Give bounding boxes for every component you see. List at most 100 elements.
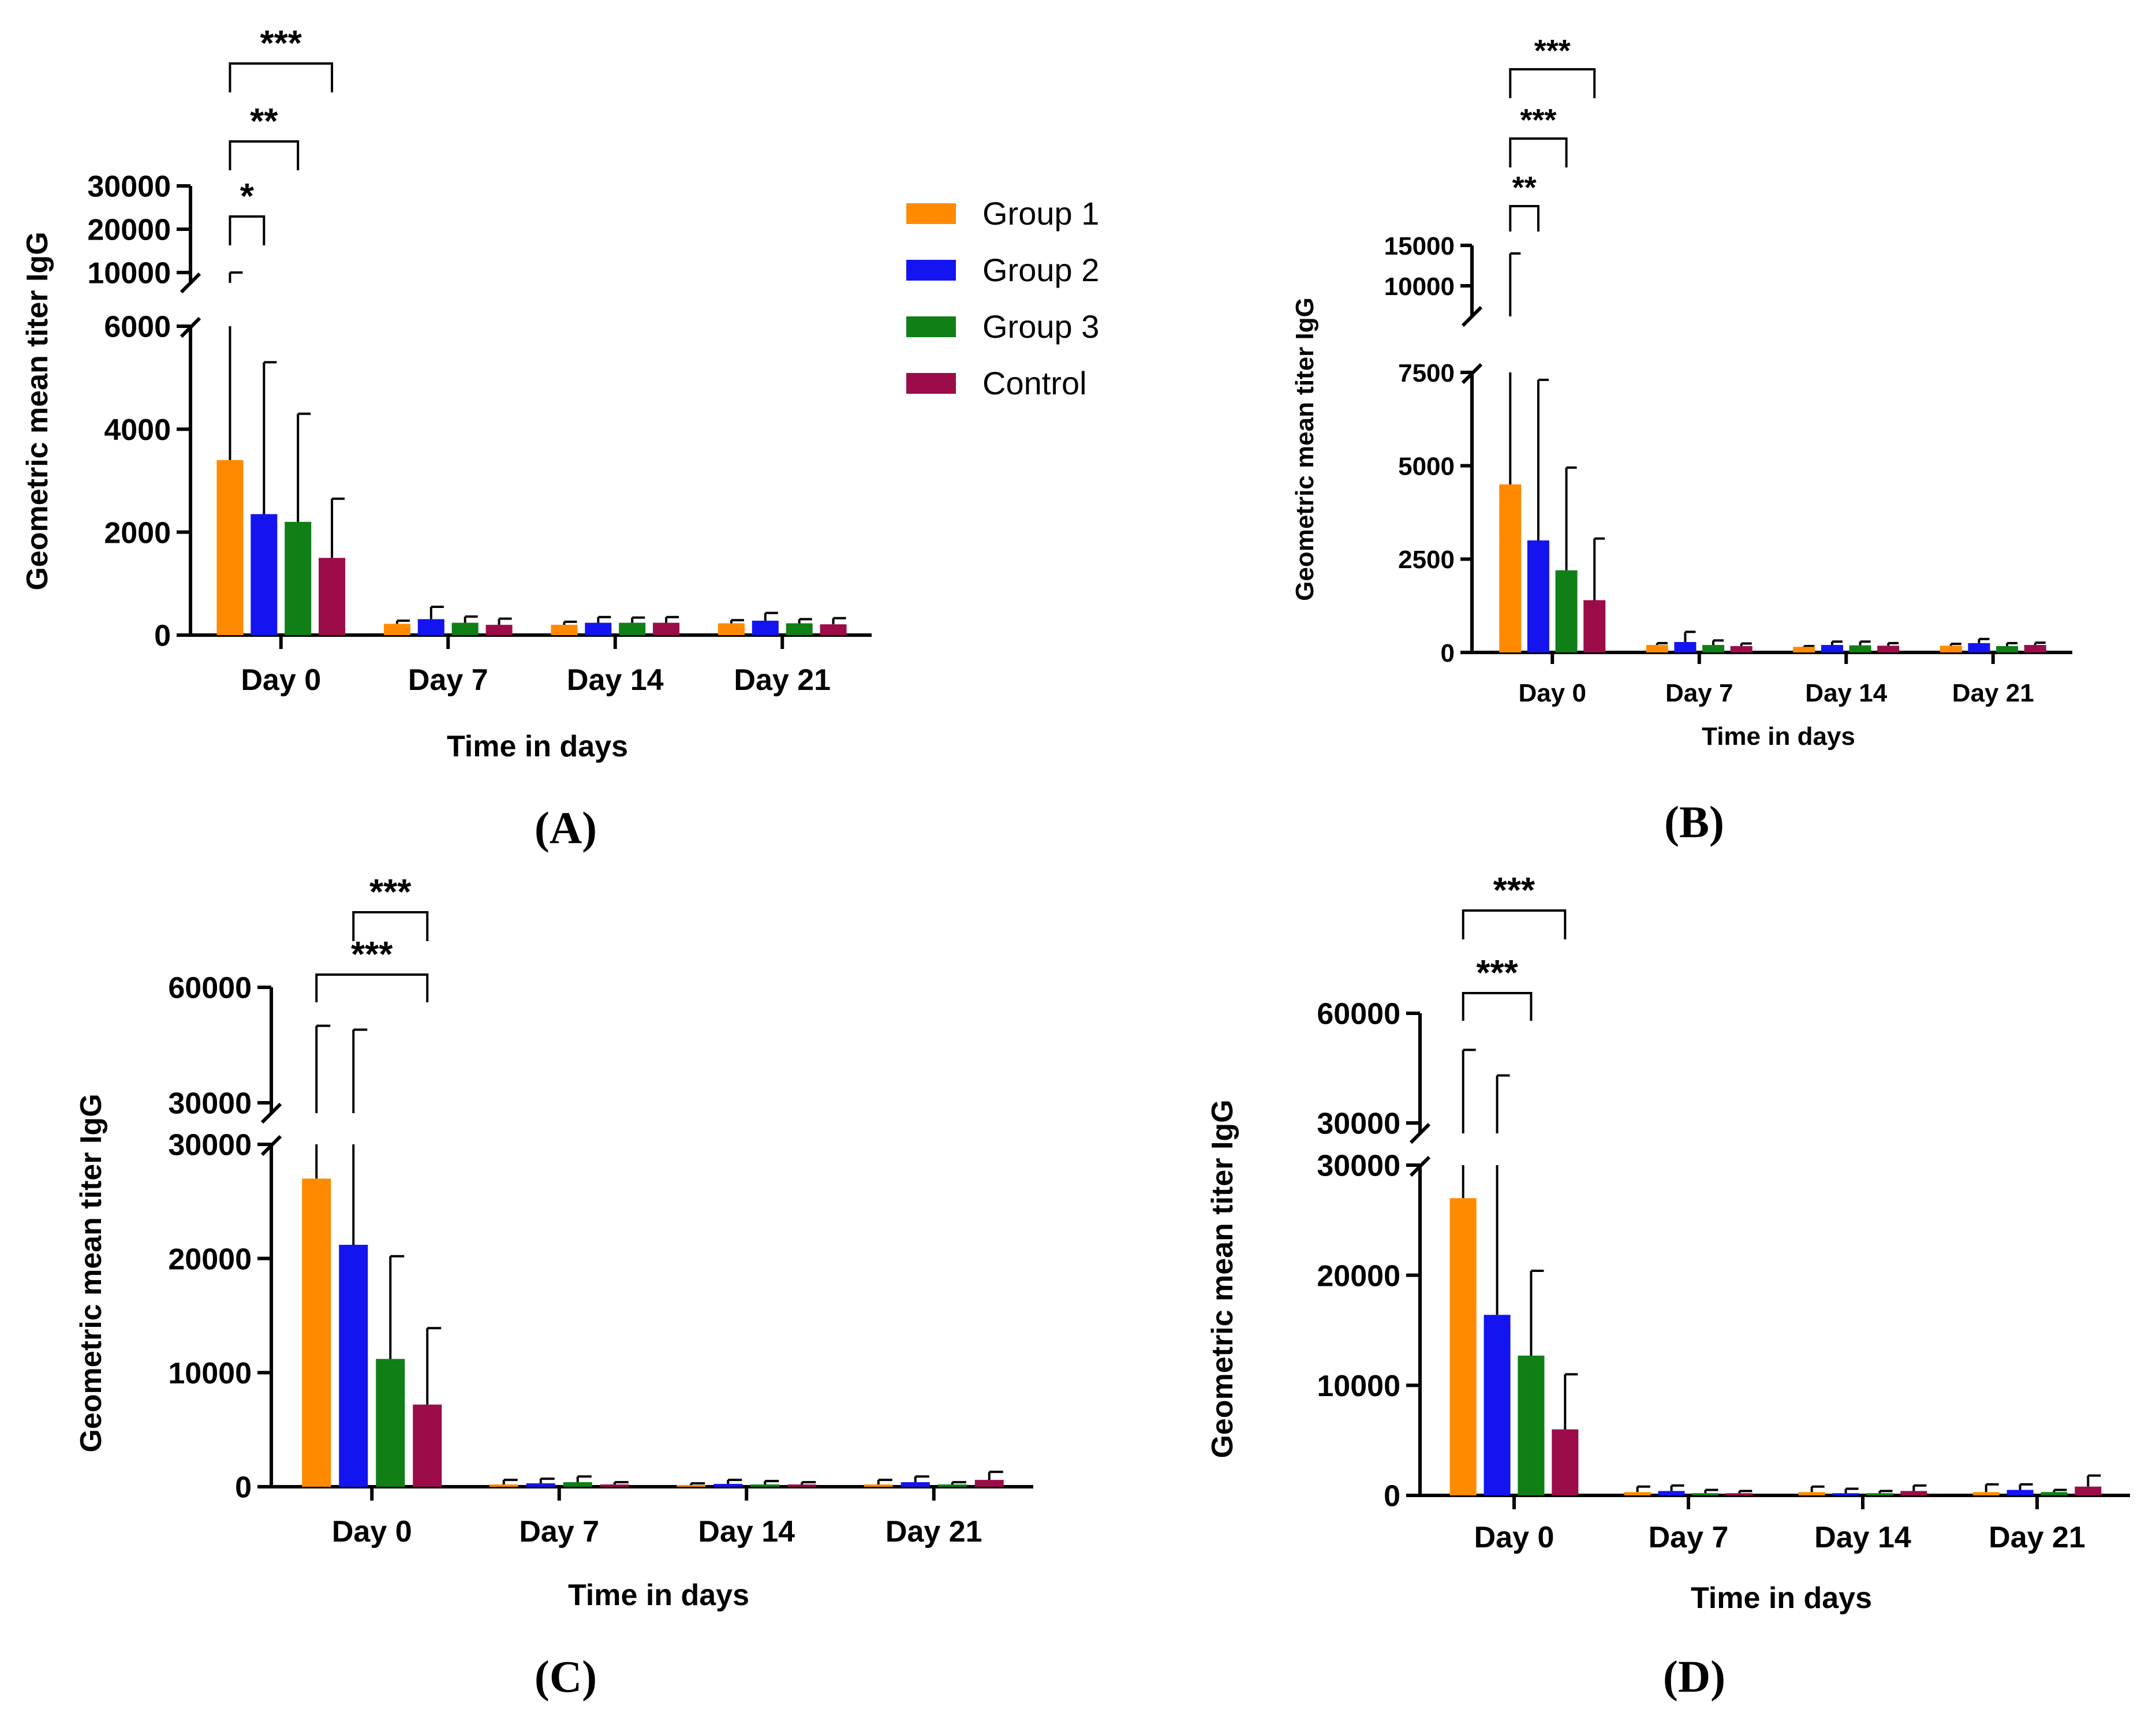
legend-label: Control [982,365,1087,401]
x-tick-label: Day 14 [567,663,664,697]
axis-break-mark [1461,305,1483,327]
bar-group-3-day-14 [1866,1493,1893,1495]
bar-control-day-21 [820,624,847,635]
bar-group-1-day-14 [551,625,578,635]
legend-swatch-group-2 [906,260,956,281]
x-tick-label: Day 7 [408,663,488,697]
significance-stars: ** [250,102,278,141]
bar-group-3-day-7 [451,622,479,635]
significance-stars: *** [369,872,412,912]
bar-group-2-day-7 [417,619,444,635]
bar-group-3-day-21 [786,623,813,635]
bar-group-2-day-21 [900,1482,930,1487]
bar-group-1-day-0 [302,1178,331,1487]
y-tick-label: 5000 [1398,453,1455,481]
bar-control-day-7 [600,1484,629,1487]
significance-bracket [1509,205,1540,232]
x-tick-label: Day 21 [1952,679,2034,707]
bar-group-3-day-7 [1692,1493,1719,1495]
bar-group-1-day-21 [718,623,745,635]
bar-control-day-14 [1900,1491,1927,1495]
x-tick-label: Day 21 [734,663,831,697]
bar-group-2-day-21 [2006,1490,2034,1495]
significance-stars: *** [1534,33,1571,68]
bar-group-1-day-0 [1499,484,1522,652]
bar-group-2-day-21 [752,621,779,635]
bar-group-2-day-7 [526,1483,555,1487]
bar-control-day-0 [1583,600,1606,652]
y-tick-label: 20000 [168,1243,252,1276]
bar-group-3-day-14 [750,1484,780,1487]
bar-group-3-day-21 [2041,1492,2068,1495]
legend-label: Group 2 [982,252,1099,288]
bar-group-1-day-21 [1940,646,1962,652]
bar-control-day-21 [2024,645,2046,652]
bar-group-2-day-14 [713,1484,743,1487]
y-axis-title: Geometric mean titer IgG [74,1094,108,1452]
y-axis-title: Geometric mean titer IgG [1291,297,1319,601]
bar-group-3-day-14 [1849,645,1871,652]
chart-panel-B: 0 2500 5000 7500 10000 15000 Day 0 Day 7 Day 14 D… [1291,33,2072,847]
y-tick-label: 0 [235,1471,252,1505]
axis-break-mark [1409,1122,1431,1144]
bar-group-1-day-14 [1793,647,1815,652]
y-tick-label: 2500 [1398,546,1455,574]
y-tick-label: 7500 [1398,359,1455,387]
bar-group-2-day-0 [1484,1315,1511,1495]
axis-break-mark [180,272,201,294]
bar-group-1-day-21 [1972,1492,2000,1495]
y-tick-label: 30000 [168,1087,252,1121]
significance-stars: *** [1476,953,1518,993]
bar-control-day-21 [2075,1486,2102,1495]
y-tick-label: 30000 [168,1129,252,1162]
x-tick-label: Day 7 [519,1515,599,1549]
x-tick-label: Day 21 [885,1515,982,1549]
significance-stars: * [240,177,255,217]
x-axis-title: Time in days [447,730,628,763]
y-tick-label: 10000 [1384,273,1455,301]
x-tick-label: Day 0 [332,1515,412,1549]
chart-panel-D: 0 10000 20000 30000 30000 60000 Day 0 Day 7 Day … [1206,871,2130,1702]
significance-stars: *** [1493,871,1535,911]
y-tick-label: 0 [154,620,171,653]
significance-bracket [1462,992,1533,1021]
y-tick-label: 20000 [1317,1259,1400,1293]
x-tick-label: Day 0 [241,663,321,697]
bar-group-2-day-7 [1658,1491,1685,1495]
x-axis-title: Time in days [1702,722,1855,751]
legend-swatch-group-1 [906,203,956,224]
y-tick-label: 10000 [87,257,171,290]
panel-label: (C) [535,1651,597,1702]
chart-panel-C: 0 10000 20000 30000 30000 60000 Day 0 Day 7 Day … [74,872,1033,1702]
significance-bracket [1509,68,1596,98]
panel-label: (A) [535,803,597,853]
x-tick-label: Day 0 [1519,679,1586,707]
bar-group-1-day-7 [489,1484,518,1487]
bar-group-2-day-14 [1832,1493,1859,1495]
bar-control-day-7 [1726,1493,1753,1495]
bar-control-day-14 [787,1484,817,1487]
y-tick-label: 20000 [87,214,171,247]
y-tick-label: 60000 [168,972,252,1005]
bar-control-day-7 [1730,646,1753,652]
y-tick-label: 0 [1441,639,1455,667]
bar-group-2-day-14 [585,622,612,635]
y-tick-label: 2000 [104,516,171,550]
panel-label: (B) [1664,797,1724,847]
bar-group-1-day-14 [677,1485,706,1487]
y-tick-label: 15000 [1384,232,1455,260]
y-tick-label: 4000 [104,413,171,447]
bar-group-2-day-7 [1674,641,1697,652]
bar-group-3-day-21 [1996,646,2019,652]
bar-group-3-day-7 [563,1482,592,1487]
axis-break-mark [260,1102,282,1124]
legend: Group 1 Group 2 Group 3 Control [906,195,1099,401]
bar-group-2-day-14 [1821,645,1843,652]
x-tick-label: Day 0 [1474,1521,1555,1554]
bar-group-1-day-0 [216,460,244,635]
chart-panel-A: 0 2000 4000 6000 10000 20000 30000 Day 0 Day 7 Da… [21,24,872,853]
bar-group-1-day-14 [1798,1492,1825,1495]
bar-control-day-0 [319,558,346,635]
bar-group-2-day-0 [251,514,278,635]
